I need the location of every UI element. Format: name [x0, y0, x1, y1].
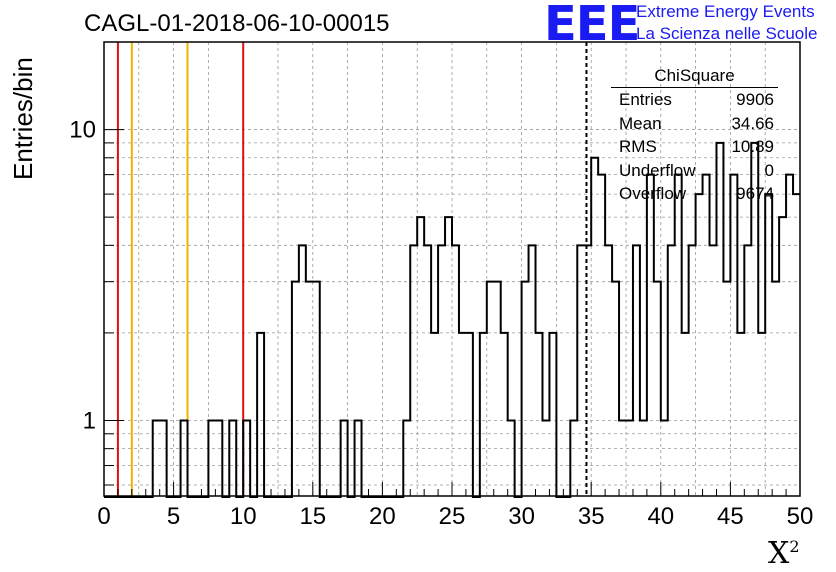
stats-label: Entries — [619, 90, 672, 109]
x-axis-label: X2 — [768, 536, 800, 571]
stats-value: 0 — [764, 160, 774, 180]
stats-row-mean: Mean 34.66 — [611, 112, 778, 136]
stats-row-rms: RMS 10.89 — [611, 135, 778, 159]
stats-value: 10.89 — [731, 137, 774, 156]
x-tick-label: 0 — [97, 503, 110, 530]
stats-label: RMS — [619, 137, 657, 156]
stats-box: ChiSquare Entries 9906 Mean 34.66 RMS 10… — [611, 66, 778, 206]
x-tick-label: 40 — [647, 503, 674, 530]
logo-caption-line1: Extreme Energy Events — [636, 2, 815, 21]
x-tick-label: 5 — [167, 503, 180, 530]
x-tick-label: 15 — [299, 503, 326, 530]
x-tick-label: 25 — [439, 503, 466, 530]
x-tick-label: 10 — [230, 503, 257, 530]
stats-row-overflow: Overflow 9674 — [611, 182, 778, 206]
x-axis-label-text: X — [768, 536, 790, 571]
histogram-series — [104, 141, 800, 498]
stats-value: 34.66 — [731, 113, 774, 133]
y-axis-label: Entries/bin — [8, 57, 39, 180]
y-tick-label: 10 — [69, 117, 96, 144]
stats-row-underflow: Underflow 0 — [611, 159, 778, 183]
stats-label: Mean — [619, 113, 662, 133]
x-tick-label: 50 — [787, 503, 814, 530]
y-axis-label-text: Entries/bin — [8, 57, 38, 180]
x-tick-label: 35 — [578, 503, 605, 530]
stats-value: 9674 — [736, 184, 774, 203]
x-axis-label-superscript: 2 — [789, 537, 800, 556]
axis-tick-labels: 0 5 10 15 20 25 30 35 40 45 50 1 10 — [69, 117, 813, 530]
x-tick-label: 20 — [369, 503, 396, 530]
chart-title: CAGL-01-2018-06-10-00015 — [84, 10, 390, 37]
logo-caption-line2: La Scienza nelle Scuole — [636, 24, 818, 43]
x-tick-label: 30 — [508, 503, 535, 530]
stats-value: 9906 — [736, 90, 774, 109]
y-tick-label: 1 — [83, 407, 96, 434]
stats-box-title: ChiSquare — [611, 66, 778, 88]
stats-label: Underflow — [619, 160, 696, 180]
axis-ticks — [103, 129, 801, 496]
x-tick-label: 45 — [717, 503, 744, 530]
stats-row-entries: Entries 9906 — [611, 88, 778, 112]
eee-logo-mark: EEE — [544, 0, 640, 52]
stats-label: Overflow — [619, 184, 687, 203]
